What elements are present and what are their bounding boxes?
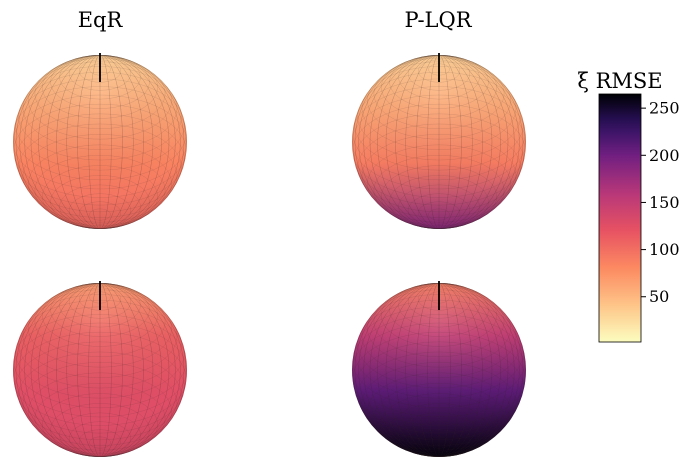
colorbar-tick-label-50: 50 (649, 287, 669, 306)
colorbar-tick-label-250: 250 (649, 99, 680, 118)
colorbar-tick-label-100: 100 (649, 240, 680, 259)
panel-title-plqr: P-LQR (404, 8, 472, 32)
sphere-r1-eqr (13, 53, 187, 229)
sphere-shading-r1-plqr (352, 55, 526, 229)
colorbar-bar (598, 93, 642, 343)
sphere-r2-plqr (352, 281, 526, 457)
sphere-r1-plqr (352, 53, 526, 229)
panel-title-eqr: EqR (78, 8, 124, 32)
sphere-r2-eqr (13, 281, 187, 457)
sphere-mesh-r2-plqr (352, 283, 526, 457)
colorbar-tick-label-150: 150 (649, 193, 680, 212)
colorbar-tick-label-200: 200 (649, 146, 680, 165)
sphere-mesh-r1-eqr (13, 55, 187, 229)
sphere-grid (13, 53, 526, 457)
sphere-shading-r1-eqr (13, 55, 187, 229)
colorbar: 50 100 150 200 250 (598, 93, 680, 343)
colorbar-title: ξ RMSE (577, 69, 662, 93)
sphere-mesh-r2-eqr (13, 283, 187, 457)
sphere-shading-r2-plqr (352, 283, 526, 457)
sphere-shading-r2-eqr (13, 283, 187, 457)
